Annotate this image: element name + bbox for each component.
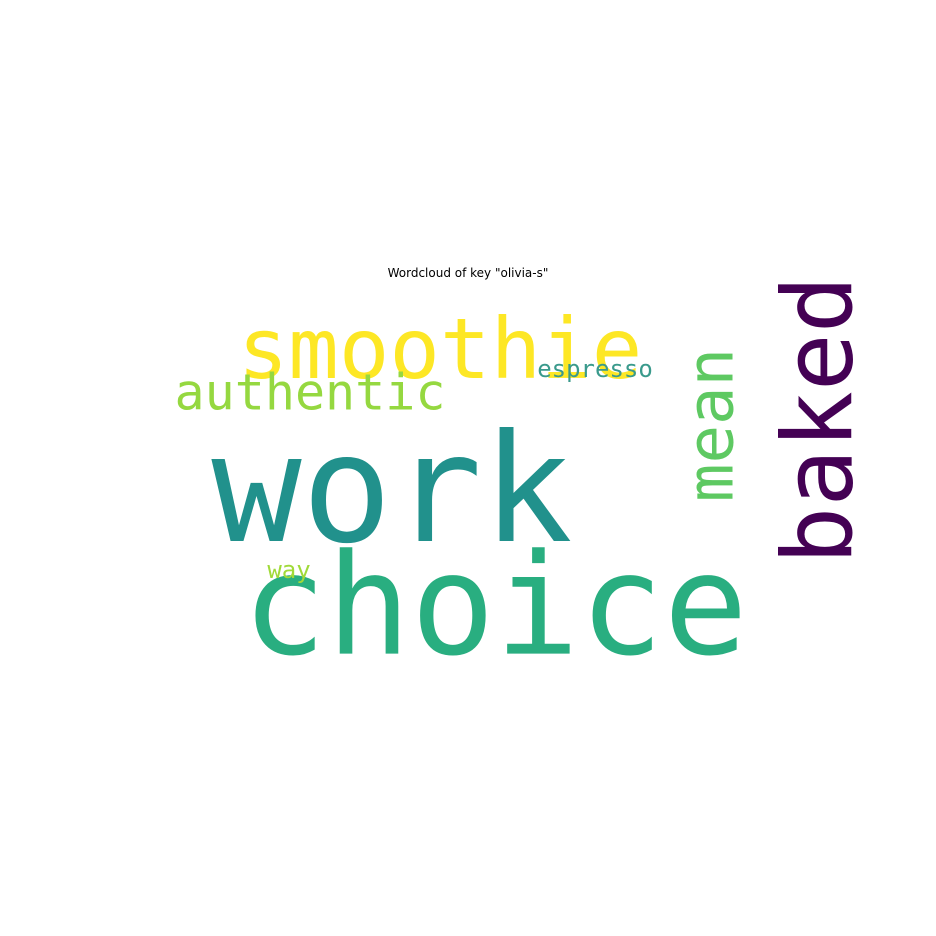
word-baked: baked: [762, 276, 874, 565]
word-choice: choice: [242, 525, 748, 688]
chart-title: Wordcloud of key "olivia-s": [387, 266, 549, 280]
word-authentic: authentic: [175, 364, 446, 422]
word-smoothie: smoothie: [238, 300, 643, 398]
word-way: way: [267, 556, 310, 584]
word-mean: mean: [675, 348, 749, 502]
word-espresso: espresso: [537, 355, 653, 383]
word-work: work: [211, 403, 572, 577]
